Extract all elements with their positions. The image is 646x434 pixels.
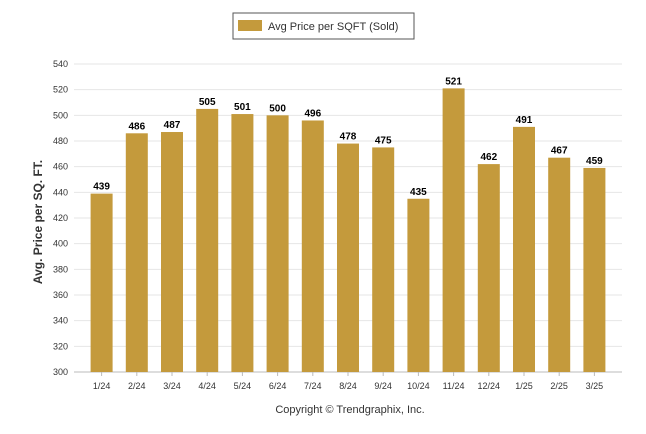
data-label: 491 (516, 115, 533, 126)
data-label: 435 (410, 187, 427, 198)
data-label: 501 (234, 102, 251, 113)
x-tick-label: 7/24 (304, 381, 322, 391)
data-label: 487 (164, 120, 181, 131)
bar-3-24 (161, 132, 183, 372)
data-label: 505 (199, 97, 216, 108)
bar-1-25 (513, 126, 535, 372)
bar-6-24 (266, 115, 289, 372)
data-label: 467 (551, 146, 568, 157)
y-tick-label: 400 (53, 239, 68, 249)
bar-2-25 (548, 157, 571, 372)
y-axis-ticks: 300 320 340 360 380 400 420 440 460 480 500 520 540 (53, 59, 68, 377)
bar-4-24 (196, 108, 219, 373)
y-tick-label: 540 (53, 59, 68, 69)
bar-1-24 (90, 193, 113, 372)
data-label: 439 (93, 182, 110, 193)
y-axis-label: Avg. Price per SQ. FT. (31, 160, 45, 284)
x-tick-label: 8/24 (339, 381, 357, 391)
legend: Avg Price per SQFT (Sold) (232, 12, 415, 40)
y-tick-label: 360 (53, 290, 68, 300)
y-tick-label: 340 (53, 316, 68, 326)
data-label: 500 (269, 103, 286, 114)
bar-3-25 (583, 167, 606, 372)
y-tick-label: 420 (53, 213, 68, 223)
bar-10-24 (407, 198, 430, 372)
y-tick-label: 300 (53, 367, 68, 377)
x-tick-label: 2/24 (128, 381, 146, 391)
data-label: 486 (128, 121, 145, 132)
data-label: 462 (480, 152, 497, 163)
bar-12-24 (477, 164, 500, 372)
x-tick-label: 1/24 (93, 381, 111, 391)
x-tick-label: 11/24 (443, 381, 465, 391)
legend-label: Avg Price per SQFT (Sold) (268, 21, 398, 33)
x-axis-ticks: 1/24 2/24 3/24 4/24 5/24 6/24 7/24 8/24 9/24 10/2… (93, 372, 603, 391)
x-tick-label: 12/24 (478, 381, 501, 391)
bars: 439 486 487 505 501 500 496 478 475 435 521 462 491 4… (90, 76, 606, 373)
y-tick-label: 520 (53, 85, 68, 95)
data-label: 496 (304, 108, 321, 119)
x-tick-label: 3/25 (586, 381, 604, 391)
bar-7-24 (301, 120, 324, 372)
x-tick-label: 2/25 (550, 381, 568, 391)
x-tick-label: 10/24 (407, 381, 430, 391)
data-label: 459 (586, 156, 603, 167)
y-tick-label: 480 (53, 136, 68, 146)
bar-9-24 (372, 147, 395, 372)
y-tick-label: 380 (53, 264, 68, 274)
y-tick-label: 320 (53, 341, 68, 351)
y-tick-label: 460 (53, 162, 68, 172)
y-tick-label: 500 (53, 110, 68, 120)
bar-8-24 (337, 143, 359, 372)
legend-box (232, 12, 415, 40)
x-tick-label: 6/24 (269, 381, 287, 391)
data-label: 521 (445, 76, 462, 87)
data-label: 478 (340, 132, 357, 143)
bar-2-24 (125, 133, 148, 372)
x-tick-label: 4/24 (198, 381, 216, 391)
legend-swatch (238, 20, 262, 31)
x-tick-label: 3/24 (163, 381, 181, 391)
x-tick-label: 9/24 (374, 381, 392, 391)
bar-11-24 (442, 88, 465, 372)
x-tick-label: 1/25 (515, 381, 533, 391)
x-tick-label: 5/24 (234, 381, 252, 391)
bar-5-24 (231, 114, 254, 373)
y-tick-label: 440 (53, 187, 68, 197)
copyright-text: Copyright © Trendgraphix, Inc. (275, 404, 424, 416)
data-label: 475 (375, 135, 392, 146)
